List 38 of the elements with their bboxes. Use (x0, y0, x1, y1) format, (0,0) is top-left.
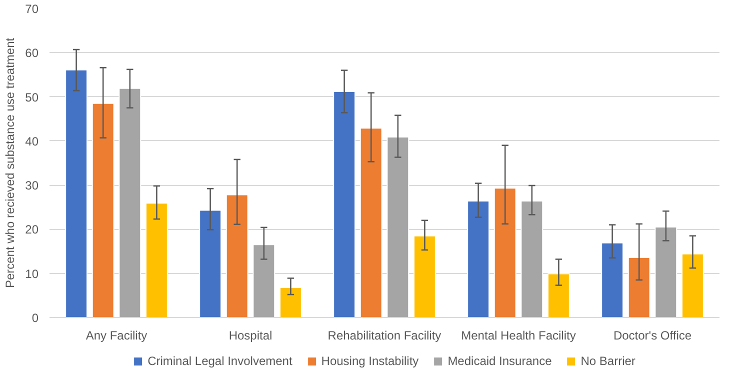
legend-label: No Barrier (580, 354, 636, 368)
x-tick-label: Hospital (228, 328, 272, 342)
y-tick-label: 10 (25, 266, 39, 281)
legend-label: Criminal Legal Involvement (148, 354, 292, 368)
bar (467, 200, 490, 318)
bar (65, 69, 88, 318)
bar (413, 235, 436, 318)
bar (601, 242, 624, 318)
y-tick-label: 50 (25, 90, 39, 104)
legend-label: Medicaid Insurance (448, 354, 552, 368)
y-axis-title: Percent who recieved substance use treatment (3, 37, 18, 288)
bar (145, 202, 168, 318)
bar (226, 194, 248, 318)
bar (520, 200, 544, 318)
bar (386, 136, 410, 318)
bar (681, 253, 704, 318)
bar (199, 210, 222, 318)
bar (279, 286, 302, 318)
bar (654, 226, 678, 318)
x-tick-label: Mental Health Facility (461, 328, 576, 342)
x-tick-label: Rehabilitation Facility (328, 328, 442, 342)
y-tick-label: 70 (25, 2, 39, 16)
y-tick-label: 0 (32, 311, 39, 325)
y-tick-label: 60 (25, 46, 39, 60)
y-tick-label: 20 (25, 222, 39, 237)
legend-label: Housing Instability (321, 354, 419, 368)
y-tick-label: 30 (25, 178, 39, 193)
bar (118, 88, 142, 318)
bar (333, 90, 356, 318)
bar (547, 273, 570, 318)
y-tick-label: 40 (25, 134, 39, 148)
x-tick-label: Doctor's Office (613, 328, 692, 342)
bar (494, 188, 516, 318)
bar (252, 244, 276, 318)
x-tick-label: Any Facility (86, 328, 148, 342)
bar (92, 102, 114, 318)
bar (360, 128, 382, 318)
bar (628, 256, 650, 318)
